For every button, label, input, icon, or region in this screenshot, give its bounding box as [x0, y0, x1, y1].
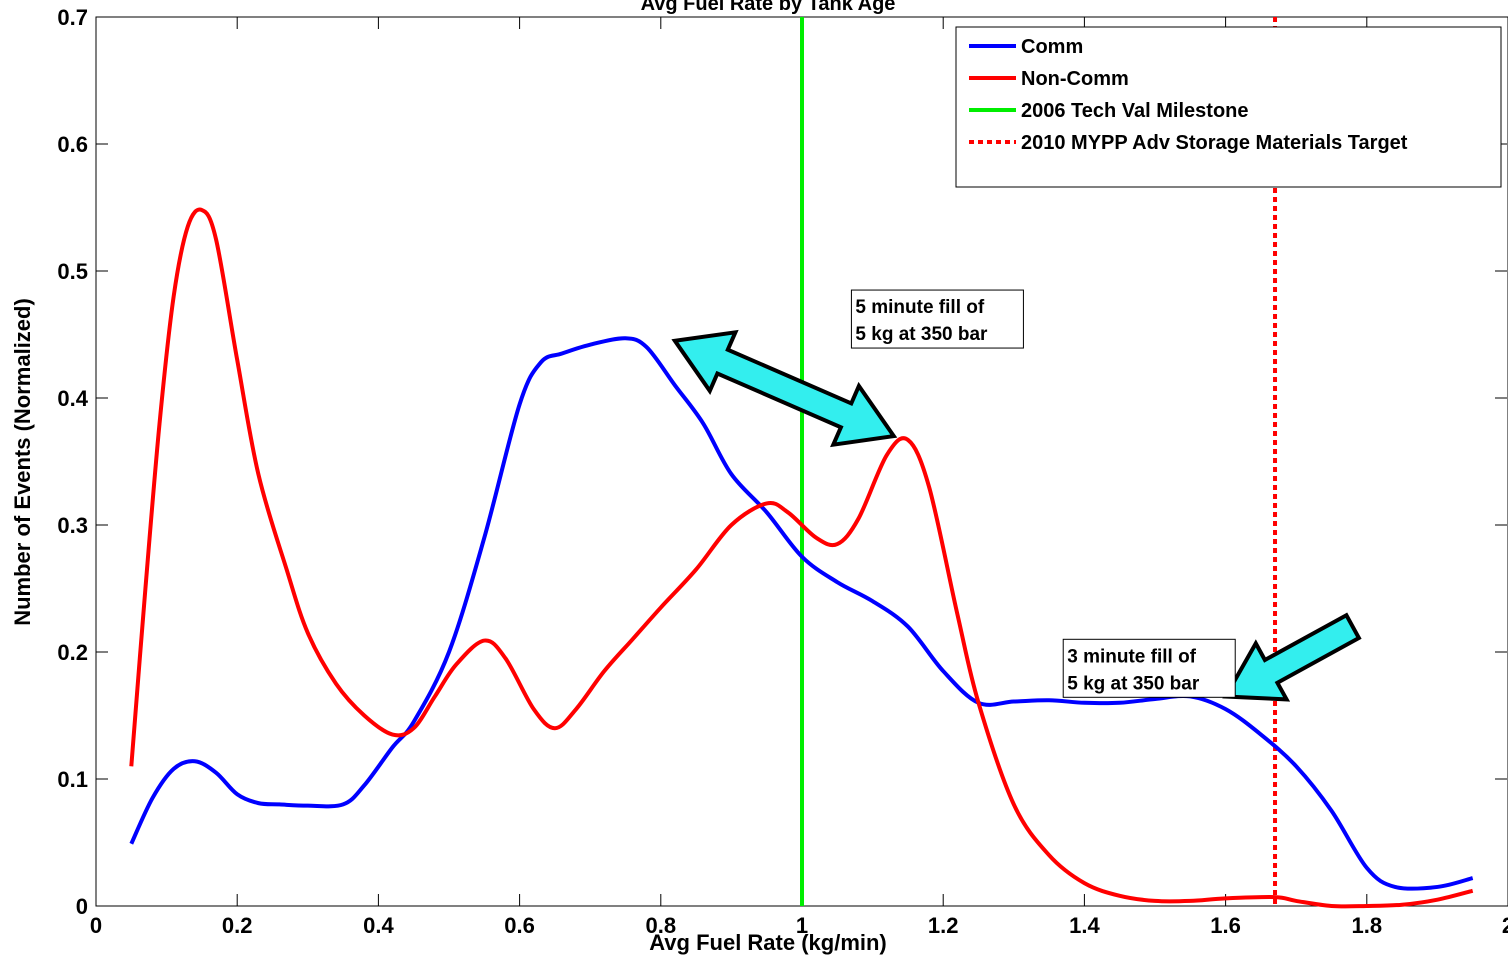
legend-label: 2006 Tech Val Milestone [1021, 100, 1249, 122]
y-tick-label: 0.1 [57, 767, 88, 792]
annotation-text: 5 kg at 350 bar [1067, 673, 1200, 694]
chart-title: Avg Fuel Rate by Tank Age [641, 0, 896, 15]
annotation-text: 5 minute fill of [855, 297, 984, 318]
legend: Comm Non-Comm 2006 Tech Val Milestone 2010 … [955, 26, 1502, 188]
y-tick-label: 0.7 [57, 5, 88, 30]
annotation-frame [850, 289, 1024, 349]
annotation-text: 3 minute fill of [1067, 646, 1196, 667]
axes: 0 0.2 0.4 0.6 0.8 1 1.2 1.4 1.6 1.8 2 0 0.1 0.2 0.3 0.4… [57, 5, 1508, 938]
series-line-comm [129, 336, 1474, 891]
x-tick-label: 1 [796, 913, 808, 938]
y-tick-label: 0 [76, 894, 88, 919]
x-tick-label: 2 [1502, 913, 1508, 938]
y-tick-label: 0.3 [57, 513, 88, 538]
annotation-frame [1062, 638, 1236, 698]
x-tick-label: 0.2 [222, 913, 253, 938]
double-arrow [671, 329, 898, 448]
arrow [1222, 612, 1362, 702]
annotation-box: 5 minute fill of 5 kg at 350 bar [850, 289, 1024, 349]
y-axis-label: Number of Events (Normalized) [10, 298, 35, 626]
x-tick-label: 1.6 [1210, 913, 1241, 938]
series-line-non-comm [129, 207, 1474, 909]
x-tick-label: 0 [90, 913, 102, 938]
legend-box [955, 26, 1502, 188]
y-tick-label: 0.5 [57, 259, 88, 284]
x-tick-label: 0.4 [363, 913, 394, 938]
legend-label: 2010 MYPP Adv Storage Materials Target [1021, 132, 1408, 154]
annotation-box: 3 minute fill of 5 kg at 350 bar [1062, 638, 1236, 698]
legend-label: Comm [1021, 36, 1083, 58]
legend-label: Non-Comm [1021, 68, 1129, 90]
x-tick-label: 0.8 [646, 913, 677, 938]
plot-area [129, 17, 1474, 909]
annotation-text: 5 kg at 350 bar [855, 324, 988, 345]
y-tick-label: 0.6 [57, 132, 88, 157]
x-tick-label: 1.8 [1352, 913, 1383, 938]
x-tick-label: 1.4 [1069, 913, 1100, 938]
y-tick-label: 0.2 [57, 640, 88, 665]
y-tick-label: 0.4 [57, 386, 88, 411]
x-tick-label: 0.6 [504, 913, 535, 938]
x-tick-label: 1.2 [928, 913, 959, 938]
x-axis-label: Avg Fuel Rate (kg/min) [649, 930, 887, 955]
